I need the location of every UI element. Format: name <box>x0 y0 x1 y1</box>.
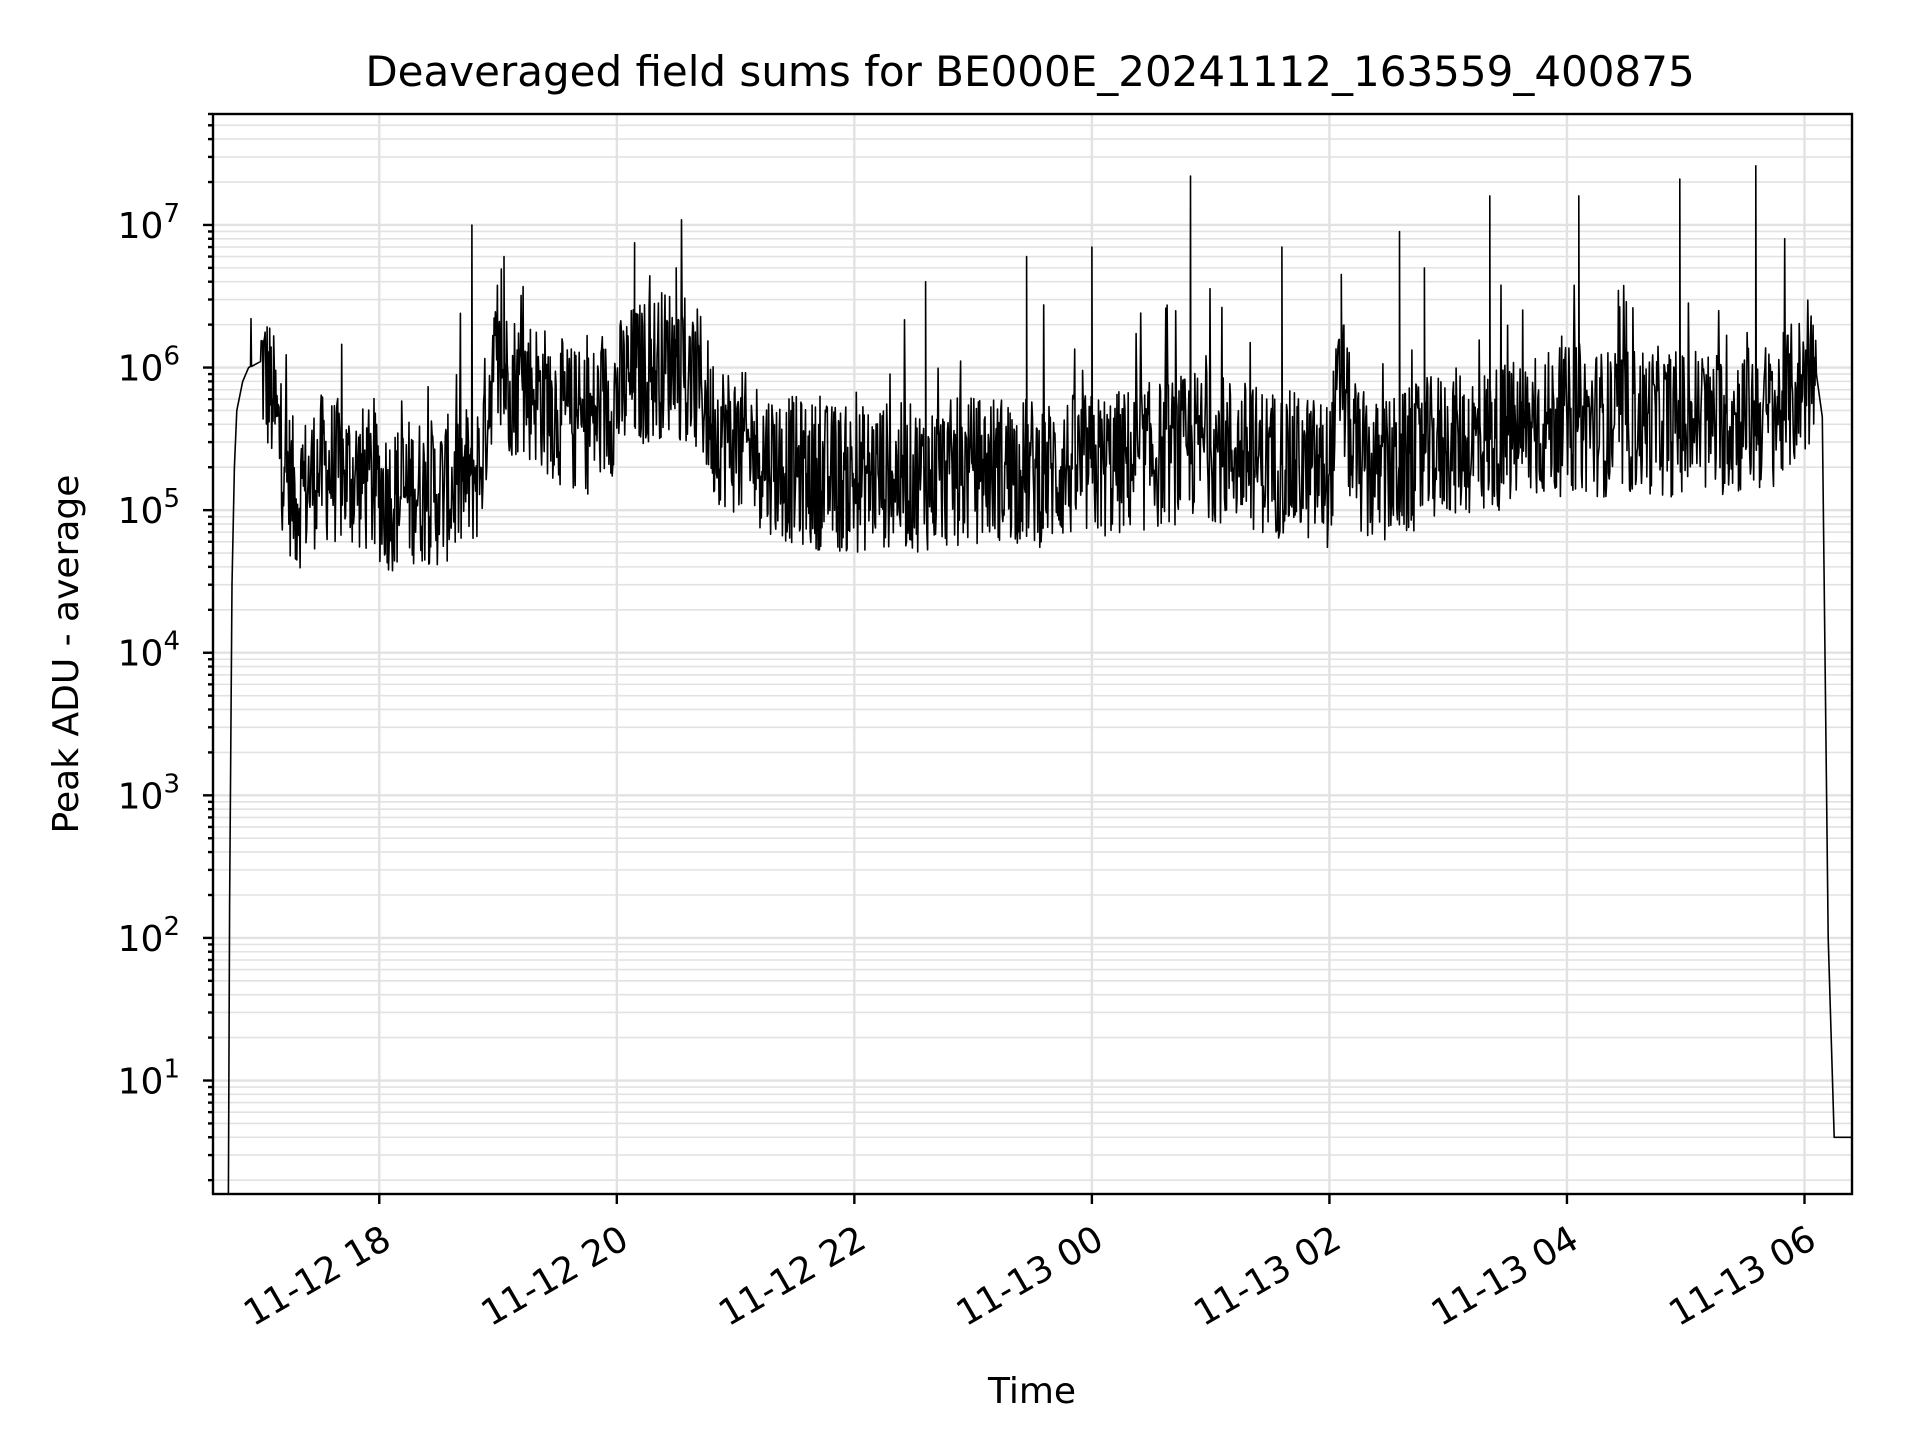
x-tick-label: 11-13 02 <box>1187 1218 1348 1334</box>
x-tick-label: 11-13 06 <box>1662 1218 1823 1334</box>
y-tick-label: 103 <box>118 769 180 817</box>
x-tick-label: 11-12 22 <box>712 1218 873 1334</box>
y-axis-label: Peak ADU - average <box>46 475 87 834</box>
x-axis-label: Time <box>987 1371 1076 1412</box>
y-tick-label: 107 <box>118 199 180 247</box>
plot-frame <box>211 112 1854 1196</box>
chart-title: Deaveraged field sums for BE000E_2024111… <box>365 47 1694 96</box>
x-tick-label: 11-12 20 <box>475 1218 636 1334</box>
series-line <box>227 165 1852 1195</box>
y-tick-label: 102 <box>118 912 180 960</box>
x-tick-label: 11-13 04 <box>1425 1218 1586 1334</box>
y-tick-label: 101 <box>118 1055 180 1103</box>
series-layer <box>227 165 1852 1195</box>
x-tick-label: 11-12 18 <box>237 1218 398 1334</box>
y-tick-label: 105 <box>118 484 180 532</box>
y-tick-label: 106 <box>118 342 180 390</box>
y-tick-label: 104 <box>118 627 180 675</box>
grid <box>213 113 1852 1194</box>
y-axis: 101 102 103 104 105 106 107 <box>118 112 213 1182</box>
x-axis: 11-12 18 11-12 20 11-12 22 11-13 00 11-13 02… <box>237 1194 1823 1335</box>
x-tick-label: 11-13 00 <box>950 1218 1111 1334</box>
